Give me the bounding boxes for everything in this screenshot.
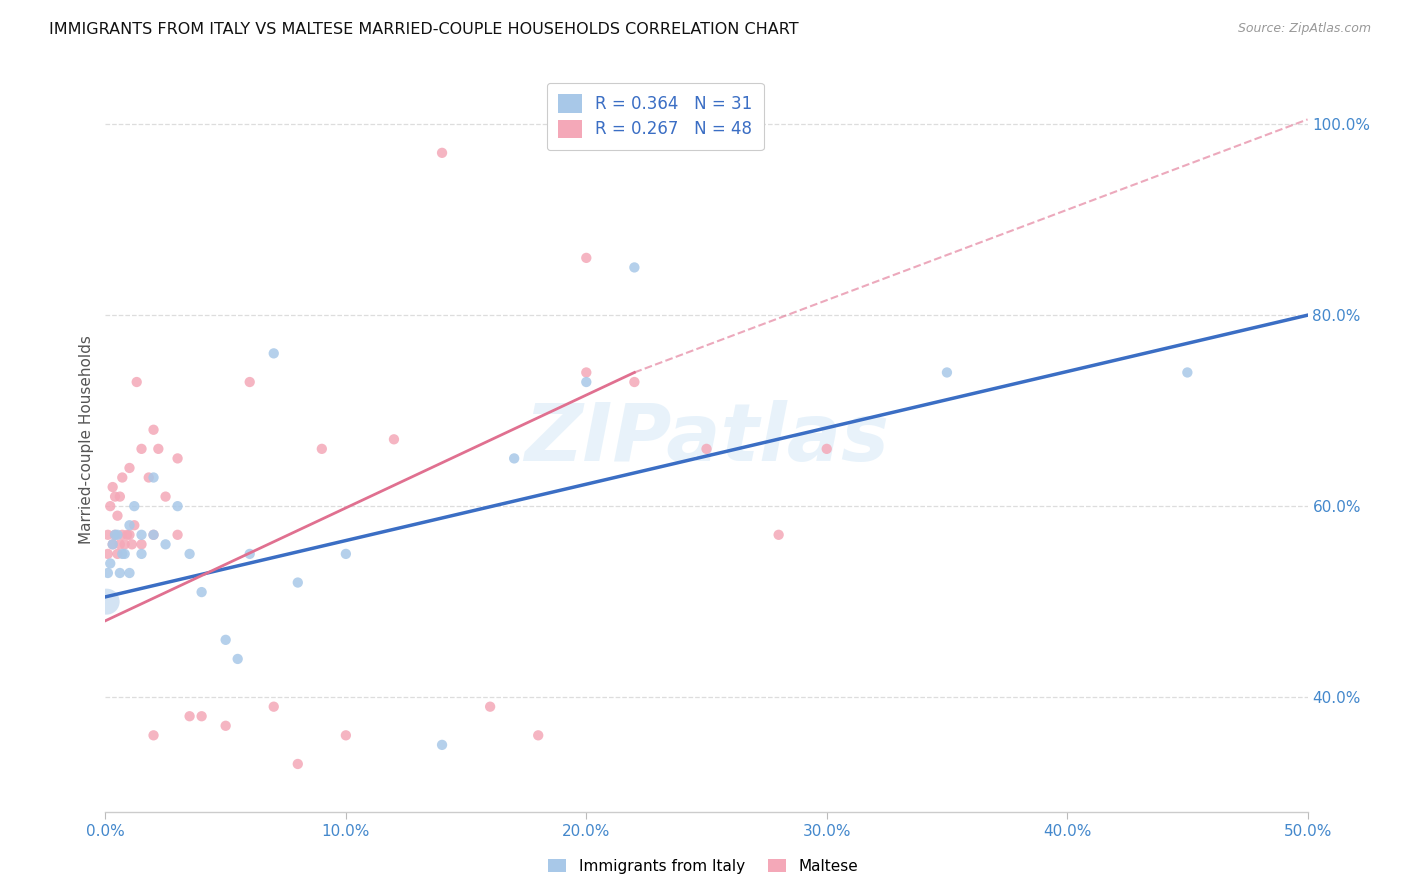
Point [142, 528, 165, 542]
Point [104, 528, 127, 542]
Point [430, 738, 453, 752]
Point [131, 547, 153, 561]
Point [107, 547, 129, 561]
Point [190, 585, 212, 599]
Point [479, 699, 502, 714]
Point [131, 537, 153, 551]
Point [623, 260, 645, 275]
Point [166, 451, 188, 466]
Point [107, 508, 129, 523]
Point [121, 537, 143, 551]
Point [97, 566, 120, 580]
Point [382, 433, 405, 447]
Point [97, 528, 120, 542]
Point [98, 499, 121, 513]
Point [115, 528, 138, 542]
Point [148, 442, 170, 456]
Point [108, 490, 131, 504]
Point [768, 528, 790, 542]
Point [226, 652, 249, 666]
Point [239, 547, 262, 561]
Point [101, 537, 124, 551]
Text: ZIPatlas: ZIPatlas [524, 401, 889, 478]
Point [575, 251, 598, 265]
Point [155, 537, 177, 551]
Point [815, 442, 838, 456]
Point [108, 566, 131, 580]
Point [98, 557, 121, 571]
Point [214, 719, 236, 733]
Point [96, 594, 118, 608]
Point [111, 547, 134, 561]
Point [142, 470, 165, 484]
Point [263, 699, 285, 714]
Point [104, 528, 127, 542]
Text: IMMIGRANTS FROM ITALY VS MALTESE MARRIED-COUPLE HOUSEHOLDS CORRELATION CHART: IMMIGRANTS FROM ITALY VS MALTESE MARRIED… [49, 22, 799, 37]
Point [575, 375, 598, 389]
Point [335, 728, 357, 742]
Point [101, 537, 124, 551]
Y-axis label: Married-couple Households: Married-couple Households [79, 334, 94, 544]
Point [131, 528, 153, 542]
Point [179, 547, 201, 561]
Point [111, 470, 134, 484]
Point [936, 366, 959, 380]
Point [131, 442, 153, 456]
Point [155, 490, 177, 504]
Point [190, 709, 212, 723]
Point [107, 528, 129, 542]
Point [114, 547, 136, 561]
Legend: Immigrants from Italy, Maltese: Immigrants from Italy, Maltese [541, 853, 865, 880]
Point [214, 632, 236, 647]
Point [108, 537, 131, 551]
Point [142, 528, 165, 542]
Point [111, 528, 134, 542]
Point [97, 547, 120, 561]
Legend: R = 0.364   N = 31, R = 0.267   N = 48: R = 0.364 N = 31, R = 0.267 N = 48 [547, 83, 763, 150]
Point [124, 499, 146, 513]
Point [142, 728, 165, 742]
Point [118, 461, 141, 475]
Point [1175, 366, 1198, 380]
Point [335, 547, 357, 561]
Point [138, 470, 160, 484]
Point [142, 423, 165, 437]
Point [118, 518, 141, 533]
Point [263, 346, 285, 360]
Point [166, 528, 188, 542]
Point [166, 499, 188, 513]
Point [239, 375, 262, 389]
Text: Source: ZipAtlas.com: Source: ZipAtlas.com [1237, 22, 1371, 36]
Point [287, 756, 309, 771]
Point [101, 480, 124, 494]
Point [118, 566, 141, 580]
Point [623, 375, 645, 389]
Point [527, 728, 550, 742]
Point [179, 709, 201, 723]
Point [118, 528, 141, 542]
Point [124, 518, 146, 533]
Point [114, 537, 136, 551]
Point [575, 366, 598, 380]
Point [125, 375, 148, 389]
Point [311, 442, 333, 456]
Point [430, 145, 453, 160]
Point [104, 490, 127, 504]
Point [503, 451, 526, 466]
Point [696, 442, 718, 456]
Point [287, 575, 309, 590]
